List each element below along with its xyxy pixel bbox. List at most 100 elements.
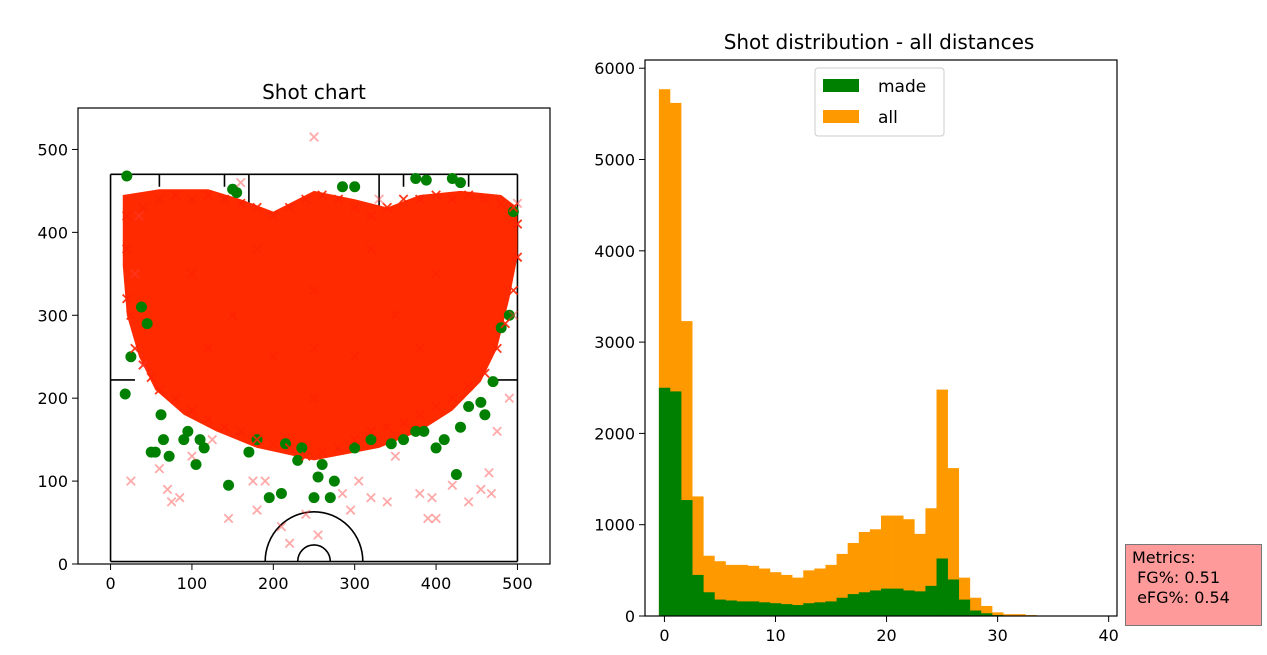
x-tick-label: 10 <box>765 626 785 645</box>
missed-shot-point <box>492 426 502 437</box>
missed-shot-point <box>126 476 136 486</box>
made-shot-point <box>349 442 361 454</box>
x-tick-label: 0 <box>659 626 669 645</box>
all-bar <box>781 574 793 616</box>
all-bar <box>881 515 893 616</box>
made-bar <box>769 603 782 616</box>
y-tick-label: 400 <box>37 223 68 242</box>
made-shot-point <box>149 446 161 458</box>
missed-shot-point <box>512 198 523 209</box>
court-inner-arc <box>296 544 332 562</box>
histogram-legend: made all <box>814 67 945 137</box>
made-shot-point <box>125 351 137 363</box>
missed-shot-point <box>203 414 214 424</box>
made-shot-point <box>316 459 328 471</box>
made-shot-point <box>121 170 133 182</box>
missed-shot-point <box>496 198 507 209</box>
missed-shot-point <box>154 385 165 395</box>
missed-shot-point <box>276 521 287 532</box>
distance-histogram: Shot distribution - all distances 0 10 20 3… <box>594 30 1119 645</box>
missed-shot-point <box>463 496 474 507</box>
made-shot-point <box>155 409 167 421</box>
missed-shot-point <box>170 393 181 404</box>
made-shot-point <box>296 442 308 454</box>
missed-shot-point <box>431 190 441 200</box>
made-shot-point <box>190 459 202 471</box>
legend-swatch-all <box>823 110 859 123</box>
made-shot-point <box>454 421 466 433</box>
missed-shot-point <box>174 492 185 503</box>
missed-shot-point <box>309 393 319 404</box>
missed-shot-point <box>349 434 360 445</box>
missed-shot-point <box>187 405 197 416</box>
shot-chart: Shot chart 0 100 200 300 400 500 0 100 200 300 400… <box>37 80 551 593</box>
histogram-title: Shot distribution - all distances <box>724 30 1035 54</box>
made-shot-point <box>410 425 422 437</box>
missed-shot-point <box>268 438 279 449</box>
missed-shot-point <box>382 202 393 213</box>
x-tick-label: 40 <box>1098 626 1118 645</box>
y-tick-label: 4000 <box>594 242 635 261</box>
x-tick-label: 300 <box>339 574 370 593</box>
made-bar <box>736 601 749 616</box>
made-shot-point <box>349 181 361 193</box>
all-bar <box>947 468 960 616</box>
legend-label-made: made <box>878 77 926 97</box>
shot-points <box>119 132 523 549</box>
all-bar <box>914 533 926 616</box>
y-tick-label: 5000 <box>594 151 635 170</box>
missed-shot-point <box>431 401 441 412</box>
missed-shot-point <box>187 194 197 205</box>
made-shot-point <box>410 172 422 184</box>
made-bar <box>947 579 960 616</box>
made-shot-point <box>243 446 255 458</box>
missed-shot-point <box>138 360 148 370</box>
missed-shot-point <box>121 210 132 221</box>
missed-shot-point <box>447 393 458 404</box>
missed-shot-point <box>309 285 319 296</box>
x-tick-label: 500 <box>502 574 533 593</box>
missed-shot-point <box>260 476 271 486</box>
missed-shot-point <box>500 318 511 329</box>
missed-shot-point <box>333 443 344 453</box>
made-shot-point <box>263 492 275 504</box>
all-bar <box>692 496 704 616</box>
missed-shot-point <box>475 484 486 495</box>
shot-chart-ticks: 0 100 200 300 400 500 0 100 200 300 400 500 <box>37 140 532 593</box>
made-bar <box>836 597 848 616</box>
made-bar <box>692 574 704 616</box>
made-shot-point <box>292 454 304 466</box>
made-bar <box>858 592 871 616</box>
made-shot-point <box>454 177 466 189</box>
missed-shot-point <box>130 268 140 279</box>
made-shot-point <box>450 468 462 480</box>
missed-shot-point <box>366 492 376 503</box>
missed-shot-point <box>121 244 132 254</box>
all-bar <box>792 577 804 616</box>
missed-shot-point <box>235 426 246 437</box>
missed-shot-point <box>301 451 311 462</box>
missed-shot-point <box>121 293 132 304</box>
made-shot-point <box>446 172 458 184</box>
missed-shot-point <box>447 194 458 205</box>
made-shot-point <box>308 492 320 504</box>
missed-shot-point <box>349 202 360 213</box>
histogram-frame <box>644 59 1118 617</box>
missed-shot-point <box>349 351 360 362</box>
missed-shot-point <box>390 451 401 462</box>
made-bar <box>847 594 860 616</box>
y-tick-label: 6000 <box>594 59 635 78</box>
all-bar <box>814 568 826 616</box>
missed-shot-point <box>374 194 384 205</box>
x-tick-label: 0 <box>105 574 115 593</box>
all-bar <box>803 570 815 616</box>
all-bar <box>758 568 771 616</box>
missed-shot-point <box>398 418 409 428</box>
made-bar <box>714 599 726 616</box>
missed-shot-point <box>268 351 279 362</box>
missed-shot-point <box>284 202 295 213</box>
all-bar <box>736 564 749 616</box>
missed-shot-point <box>207 434 218 445</box>
x-tick-label: 30 <box>987 626 1007 645</box>
missed-shot-point <box>154 194 165 205</box>
